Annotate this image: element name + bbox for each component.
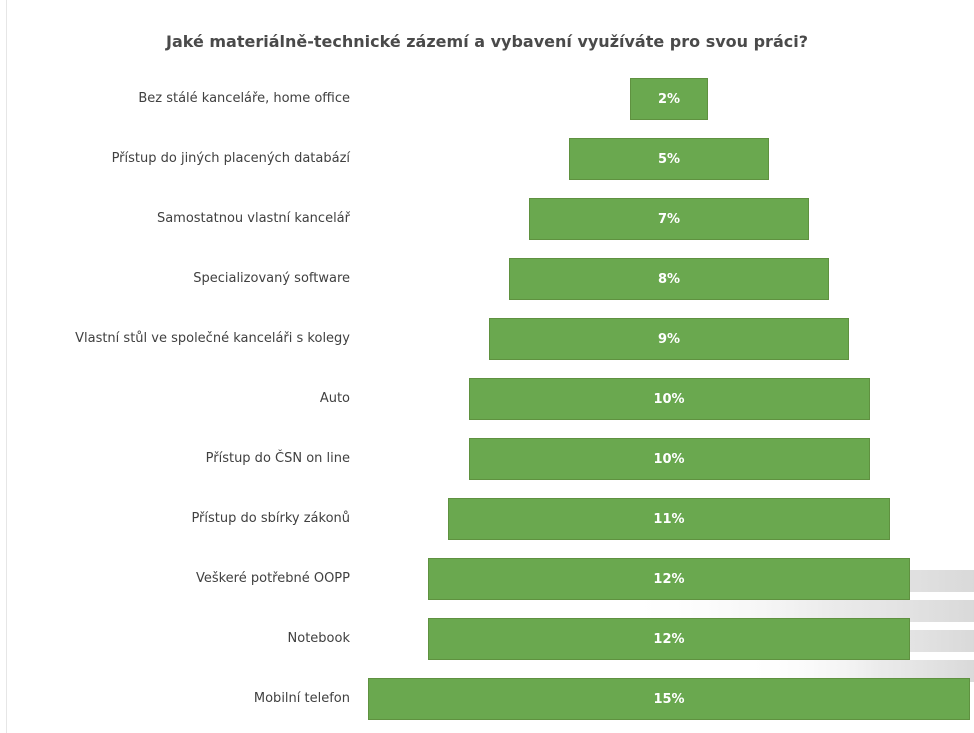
bar: 2% xyxy=(629,78,709,120)
bar: 12% xyxy=(428,618,910,660)
bar: 10% xyxy=(468,438,870,480)
category-label: Notebook xyxy=(287,631,350,646)
bar: 7% xyxy=(528,198,810,240)
bar: 11% xyxy=(448,498,890,540)
bar-value-label: 5% xyxy=(657,152,681,167)
bar: 10% xyxy=(468,378,870,420)
category-label: Samostatnou vlastní kancelář xyxy=(156,211,350,226)
frame-left-border xyxy=(6,0,7,733)
bar-value-label: 10% xyxy=(653,392,685,407)
category-label: Vlastní stůl ve společné kanceláři s kol… xyxy=(75,331,350,346)
category-label: Přístup do jiných placených databází xyxy=(111,151,350,166)
bar-value-label: 10% xyxy=(653,452,685,467)
category-label: Přístup do sbírky zákonů xyxy=(191,511,350,526)
category-label: Veškeré potřebné OOPP xyxy=(195,571,350,586)
bar-value-label: 8% xyxy=(657,272,681,287)
bar: 5% xyxy=(568,138,770,180)
bar: 12% xyxy=(428,558,910,600)
bar-value-label: 11% xyxy=(653,512,685,527)
bar-value-label: 7% xyxy=(657,212,681,227)
bar-value-label: 12% xyxy=(653,572,685,587)
category-label: Specializovaný software xyxy=(193,271,350,286)
category-label: Mobilní telefon xyxy=(253,691,350,706)
bar-value-label: 15% xyxy=(653,692,685,707)
category-label: Bez stálé kanceláře, home office xyxy=(138,91,350,106)
category-label: Přístup do ČSN on line xyxy=(205,451,350,466)
bar: 9% xyxy=(488,318,850,360)
bar: 15% xyxy=(368,678,970,720)
bar-value-label: 9% xyxy=(657,332,681,347)
chart-title: Jaké materiálně-technické zázemí a vybav… xyxy=(165,32,808,51)
bar: 8% xyxy=(508,258,830,300)
bar-value-label: 12% xyxy=(653,632,685,647)
bar-value-label: 2% xyxy=(657,92,681,107)
category-label: Auto xyxy=(319,391,350,406)
